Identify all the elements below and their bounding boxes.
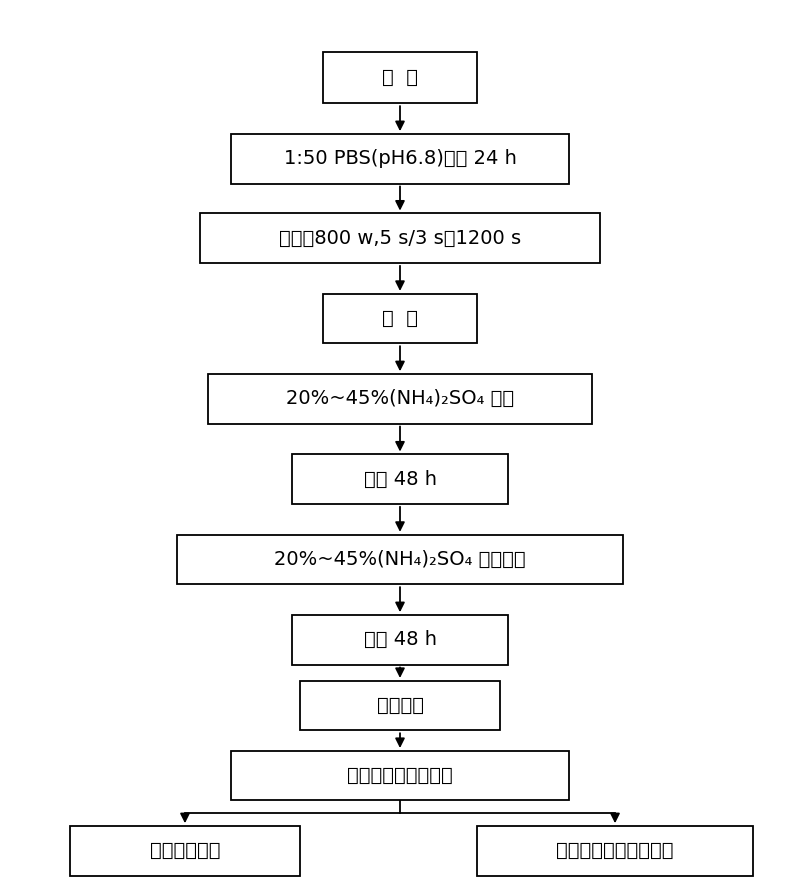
Text: 自由基清除能力的测定: 自由基清除能力的测定 — [556, 841, 674, 861]
FancyBboxPatch shape — [231, 751, 569, 800]
FancyBboxPatch shape — [323, 294, 477, 344]
FancyBboxPatch shape — [70, 826, 300, 876]
Text: 超声（800 w,5 s/3 s）1200 s: 超声（800 w,5 s/3 s）1200 s — [279, 229, 521, 247]
Text: 透析 48 h: 透析 48 h — [363, 470, 437, 489]
Text: 20%~45%(NH₄)₂SO₄ 盐析: 20%~45%(NH₄)₂SO₄ 盐析 — [286, 389, 514, 409]
FancyBboxPatch shape — [178, 535, 622, 584]
Text: 冷冻干燥: 冷冻干燥 — [377, 696, 423, 715]
Text: 过  滤: 过 滤 — [382, 309, 418, 328]
Text: 20%~45%(NH₄)₂SO₄ 二次盐析: 20%~45%(NH₄)₂SO₄ 二次盐析 — [274, 550, 526, 569]
Text: 还原力的测定: 还原力的测定 — [150, 841, 220, 861]
FancyBboxPatch shape — [477, 826, 754, 876]
FancyBboxPatch shape — [293, 455, 507, 504]
FancyBboxPatch shape — [323, 52, 477, 103]
FancyBboxPatch shape — [200, 214, 600, 263]
FancyBboxPatch shape — [300, 681, 500, 731]
Text: 1:50 PBS(pH6.8)溶胀 24 h: 1:50 PBS(pH6.8)溶胀 24 h — [283, 150, 517, 168]
FancyBboxPatch shape — [208, 374, 592, 424]
FancyBboxPatch shape — [231, 134, 569, 183]
FancyBboxPatch shape — [293, 615, 507, 665]
Text: 木瓜蛋白酶生物修饰: 木瓜蛋白酶生物修饰 — [347, 766, 453, 785]
Text: 紫  菜: 紫 菜 — [382, 69, 418, 87]
Text: 透析 48 h: 透析 48 h — [363, 630, 437, 650]
